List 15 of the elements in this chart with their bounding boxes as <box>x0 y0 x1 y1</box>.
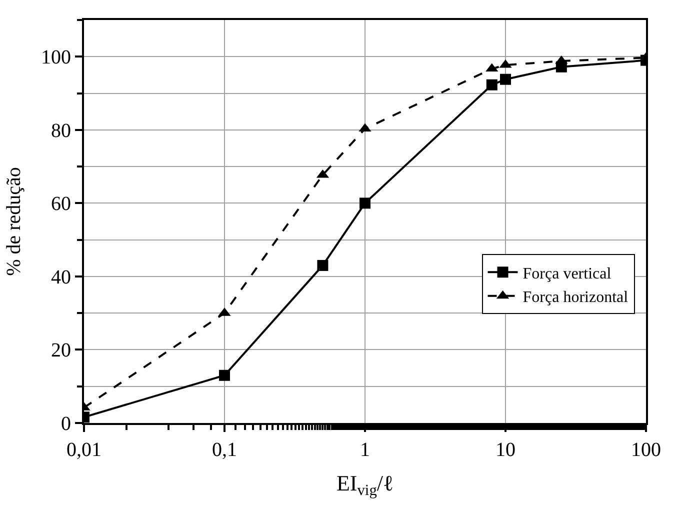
x-tick-label: 100 <box>631 439 661 461</box>
x-axis-title: EI$_{vig}$/ℓ <box>336 470 394 500</box>
y-tick-label: 40 <box>51 266 71 288</box>
y-axis-title: % de redução <box>3 167 25 276</box>
y-tick-label: 80 <box>51 120 71 142</box>
x-tick-label: 0,01 <box>66 439 102 461</box>
y-tick-label: 0 <box>61 413 71 435</box>
x-tick-label: 10 <box>496 439 516 461</box>
legend-label: Força vertical <box>522 265 612 282</box>
legend-label: Força horizontal <box>522 289 629 306</box>
x-tick-label: 1 <box>360 439 370 461</box>
x-tick-label: 0,1 <box>212 439 237 461</box>
y-tick-label: 100 <box>41 46 71 69</box>
y-tick-label: 20 <box>51 340 71 362</box>
y-tick-label: 60 <box>51 193 71 216</box>
